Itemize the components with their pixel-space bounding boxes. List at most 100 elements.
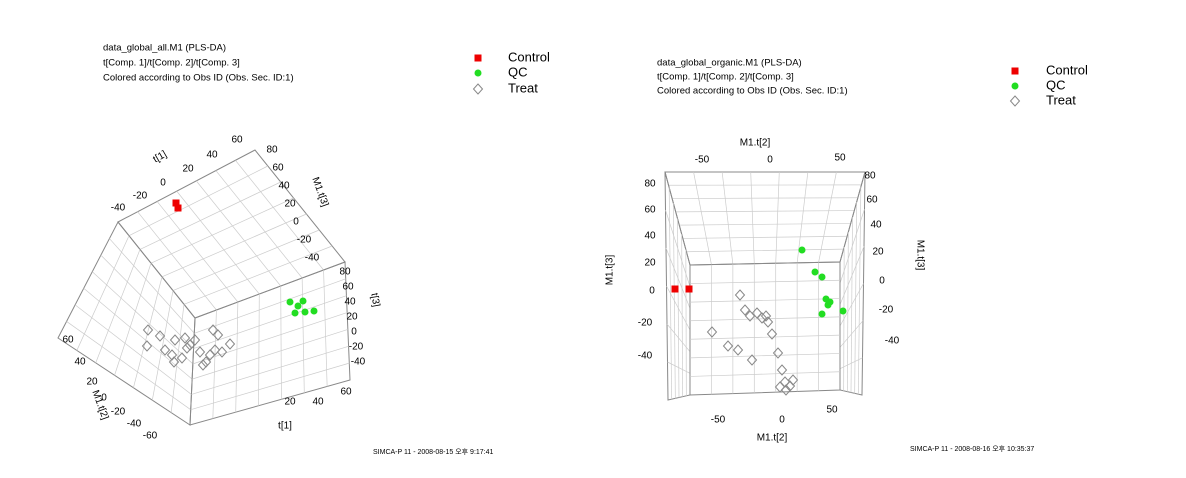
tick-label: -20 <box>111 407 126 418</box>
control-point <box>174 204 182 212</box>
box-face <box>664 171 866 266</box>
tick-label: 20 <box>872 247 884 258</box>
grid-line <box>66 321 191 410</box>
grid-line <box>682 235 848 239</box>
tick-label: 60 <box>866 195 878 206</box>
tick-label: 0 <box>649 286 655 297</box>
tick-label: -20 <box>638 318 653 329</box>
tick-label: -40 <box>127 419 142 430</box>
tick-label: -40 <box>351 357 366 368</box>
tick-label: -20 <box>133 191 148 202</box>
treat-point <box>189 334 201 346</box>
grid-line <box>76 235 130 351</box>
grid-line <box>92 271 194 365</box>
treat-point <box>739 304 751 316</box>
grid-line <box>194 278 346 334</box>
text: QC <box>1046 77 1066 92</box>
qc-point <box>299 297 307 305</box>
tick-label: 0 <box>160 178 166 189</box>
treat-point <box>1009 95 1021 107</box>
grid-line <box>672 197 858 199</box>
tick-label: M1.t[3] <box>605 255 616 286</box>
treat-point <box>787 374 799 386</box>
tick-label: -40 <box>638 351 653 362</box>
text: SIMCA-P 11 - 2008-08-16 오후 10:35:37 <box>910 445 1034 453</box>
tick-label: 40 <box>278 181 290 192</box>
grid-line <box>681 233 684 397</box>
grid-line <box>156 201 239 303</box>
treat-point <box>216 346 228 358</box>
tick-label: -60 <box>143 431 158 442</box>
grid-line <box>100 254 194 349</box>
text: data_global_organic.M1 (PLS-DA) <box>657 58 802 69</box>
treat-point <box>774 381 786 393</box>
treat-point <box>766 328 778 340</box>
text: Colored according to Obs ID (Obs. Sec. I… <box>657 86 848 97</box>
qc-point <box>839 307 847 315</box>
treat-point <box>472 83 484 95</box>
grid-line <box>675 210 855 213</box>
tick-label: 60 <box>342 282 354 293</box>
tick-label: 80 <box>266 145 278 156</box>
grid-line <box>74 304 192 395</box>
treat-point <box>706 326 718 338</box>
treat-point <box>762 316 774 328</box>
grid-line <box>693 171 712 265</box>
grid-line <box>191 345 349 395</box>
qc-point <box>811 268 819 276</box>
tick-label: -40 <box>111 203 126 214</box>
grid-line <box>689 353 841 359</box>
text: QC <box>508 64 528 79</box>
grid-line <box>128 165 269 237</box>
treat-point <box>756 312 768 324</box>
treat-point <box>760 310 772 322</box>
grid-line <box>846 231 849 392</box>
tick-label: M1.t[2] <box>740 138 771 149</box>
qc-point <box>474 69 482 77</box>
treat-point <box>776 364 788 376</box>
text: data_global_all.M1 (PLS-DA) <box>103 43 226 54</box>
grid-line <box>193 295 347 349</box>
qc-point <box>818 273 826 281</box>
tick-label: 0 <box>351 327 357 338</box>
grid-line <box>150 197 294 264</box>
tick-label: 40 <box>74 357 86 368</box>
qc-point <box>310 307 318 315</box>
tick-label: 80 <box>644 179 656 190</box>
grid-line <box>689 334 841 340</box>
treat-point <box>212 329 224 341</box>
grid-line <box>183 245 333 305</box>
treat-point <box>179 332 191 344</box>
treat-point <box>209 344 221 356</box>
treat-point <box>168 356 180 368</box>
treat-point <box>159 344 171 356</box>
tick-label: t[1] <box>151 149 169 166</box>
grid-line <box>667 361 691 374</box>
grid-line <box>151 290 174 401</box>
treat-point <box>746 354 758 366</box>
treat-point <box>732 344 744 356</box>
qc-point <box>1011 82 1019 90</box>
tick-label: 40 <box>206 150 218 161</box>
tick-label: 80 <box>864 171 876 182</box>
grid-line <box>679 223 851 226</box>
qc-point <box>291 309 299 317</box>
text: Treat <box>508 80 538 95</box>
grid-line <box>109 238 195 334</box>
grid-line <box>796 171 809 263</box>
grid-line <box>137 211 217 311</box>
tick-label: 40 <box>344 297 356 308</box>
grid-line <box>301 277 305 393</box>
grid-line <box>258 293 260 406</box>
grid-line <box>750 171 755 264</box>
text: t[Comp. 1]/t[Comp. 2]/t[Comp. 3] <box>657 72 794 83</box>
tick-label: 20 <box>86 377 98 388</box>
tick-label: 60 <box>644 205 656 216</box>
treat-point <box>194 346 206 358</box>
tick-label: 40 <box>312 397 324 408</box>
tick-label: 50 <box>834 153 846 164</box>
tick-label: -40 <box>885 336 900 347</box>
tick-label: 0 <box>293 217 299 228</box>
text: SIMCA-P 11 - 2008-08-15 오후 9:17:41 <box>373 448 494 456</box>
